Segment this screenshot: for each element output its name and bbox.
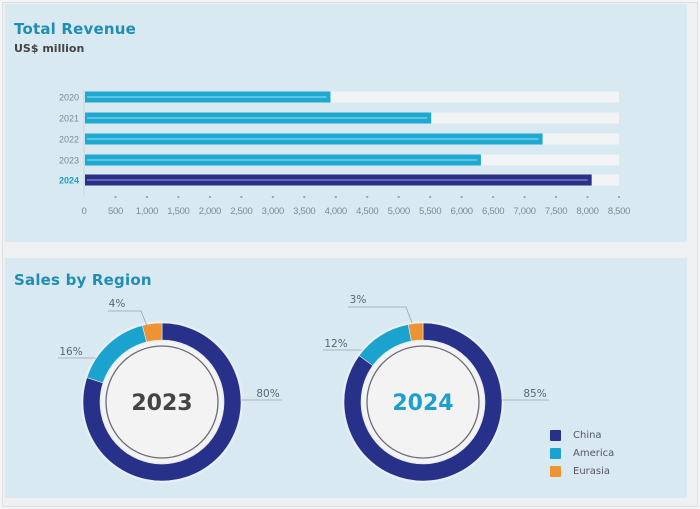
leader-line xyxy=(348,306,413,324)
x-tick-mark xyxy=(397,196,400,198)
x-tick-mark xyxy=(555,196,558,198)
legend-swatch-china xyxy=(550,429,561,441)
x-tick-label: 7,500 xyxy=(545,206,567,217)
chart-title: Total Revenue xyxy=(14,20,137,38)
x-tick-label: 6,000 xyxy=(451,206,473,217)
legend-swatch-eurasia xyxy=(550,465,561,477)
x-tick-label: 1,500 xyxy=(167,206,189,217)
x-tick-label: 2,500 xyxy=(230,206,252,217)
donut-slice-china xyxy=(343,322,503,482)
x-tick-label: 3,500 xyxy=(293,206,315,217)
x-tick-mark xyxy=(334,196,337,198)
slice-label-eurasia: 4% xyxy=(109,298,126,310)
x-tick-mark xyxy=(460,196,463,198)
x-tick-mark xyxy=(114,196,117,198)
region-title: Sales by Region xyxy=(14,271,152,289)
donut-slice-eurasia xyxy=(141,322,163,343)
x-tick-label: 8,000 xyxy=(576,206,598,217)
legend-swatch-america xyxy=(550,447,561,459)
x-tick-label: 6,500 xyxy=(482,206,504,217)
slice-label-china: 85% xyxy=(523,388,546,400)
x-tick-mark xyxy=(208,196,211,198)
legend-label: China xyxy=(573,429,602,441)
x-tick-label: 5,500 xyxy=(419,206,441,217)
x-tick-mark xyxy=(240,196,243,198)
x-tick-label: 8,500 xyxy=(608,206,630,217)
legend-item-eurasia: Eurasia xyxy=(550,462,614,480)
x-tick-mark xyxy=(271,196,274,198)
donut-center-label: 2024 xyxy=(392,391,453,416)
y-tick-label: 2020 xyxy=(59,93,79,103)
x-tick-mark xyxy=(177,196,180,198)
y-tick-label: 2023 xyxy=(59,156,79,166)
slice-label-eurasia: 3% xyxy=(350,294,367,306)
x-tick-label: 0 xyxy=(82,206,87,217)
slice-label-america: 16% xyxy=(59,346,82,358)
x-tick-label: 4,000 xyxy=(325,206,347,217)
donut-2023: 2023 80% 16% 4% xyxy=(58,298,282,483)
donut-inner-ring xyxy=(366,345,480,459)
legend-item-china: China xyxy=(550,426,614,444)
donut-center xyxy=(362,341,484,463)
slice-label-america: 12% xyxy=(324,338,347,350)
x-tick-label: 1,000 xyxy=(136,206,158,217)
x-tick-label: 5,000 xyxy=(388,206,410,217)
y-tick-label: 2021 xyxy=(59,114,79,124)
chart-subtitle: US$ million xyxy=(14,42,85,55)
x-tick-mark xyxy=(145,196,148,198)
donut-slice-eurasia xyxy=(407,322,424,342)
leader-line xyxy=(108,310,148,327)
y-tick-label: 2024 xyxy=(59,176,79,186)
x-tick-mark xyxy=(523,196,526,198)
donut-center-label: 2023 xyxy=(131,391,192,416)
y-tick-label: 2022 xyxy=(59,135,79,145)
bar-track xyxy=(85,91,619,103)
x-tick-mark xyxy=(366,196,369,198)
legend-label: Eurasia xyxy=(573,465,611,477)
legend: China America Eurasia xyxy=(550,426,614,480)
x-tick-mark xyxy=(586,196,589,198)
x-tick-mark xyxy=(429,196,432,198)
donut-2024: 2024 85% 12% 3% xyxy=(323,294,549,483)
x-tick-label: 4,500 xyxy=(356,206,378,217)
x-tick-mark xyxy=(492,196,495,198)
legend-label: America xyxy=(573,447,615,459)
legend-item-america: America xyxy=(550,444,614,462)
slice-label-china: 80% xyxy=(256,388,279,400)
x-tick-label: 2,000 xyxy=(199,206,221,217)
x-tick-label: 7,000 xyxy=(513,206,535,217)
x-tick-mark xyxy=(303,196,306,198)
x-tick-mark xyxy=(618,196,620,198)
donut-slice-china xyxy=(82,322,242,482)
x-tick-label: 3,000 xyxy=(262,206,284,217)
donut-inner-ring xyxy=(105,345,219,459)
donut-center xyxy=(101,341,223,463)
x-tick-label: 500 xyxy=(108,206,123,217)
